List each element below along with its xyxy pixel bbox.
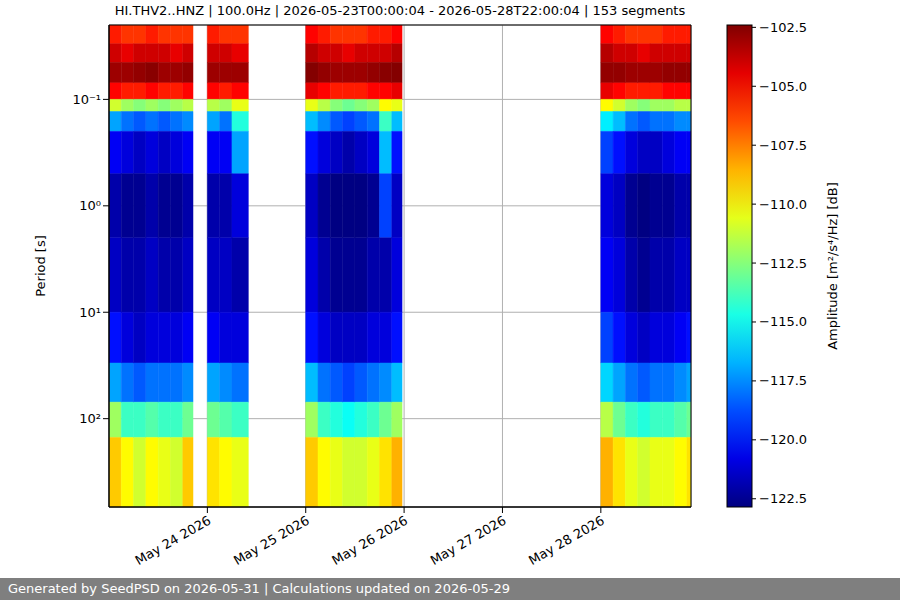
svg-text:−112.5: −112.5 [759, 256, 807, 271]
svg-text:Amplitude [m²/s⁴/Hz] [dB]: Amplitude [m²/s⁴/Hz] [dB] [825, 182, 840, 350]
svg-text:May 28 2026: May 28 2026 [526, 513, 607, 568]
svg-text:May 26 2026: May 26 2026 [329, 513, 410, 568]
svg-text:−122.5: −122.5 [759, 491, 807, 506]
svg-text:−110.0: −110.0 [759, 197, 807, 212]
svg-text:−102.5: −102.5 [759, 20, 807, 35]
svg-text:−117.5: −117.5 [759, 373, 807, 388]
svg-text:May 25 2026: May 25 2026 [231, 513, 312, 568]
svg-text:−115.0: −115.0 [759, 314, 807, 329]
svg-text:10⁰: 10⁰ [79, 198, 101, 213]
svg-text:Period [s]: Period [s] [33, 235, 48, 297]
svg-text:May 27 2026: May 27 2026 [428, 513, 509, 568]
html-text:Generated by SeedPSD on 2026-0: Generated by SeedPSD on 2026-05-31 | Cal… [8, 581, 510, 596]
svg-text:−105.0: −105.0 [759, 79, 807, 94]
svg-text:−120.0: −120.0 [759, 432, 807, 447]
svg-text:May 24 2026: May 24 2026 [133, 513, 214, 568]
svg-text:10⁻¹: 10⁻¹ [72, 92, 101, 107]
html-text:HI.THV2..HNZ | 100.0Hz | 2026-: HI.THV2..HNZ | 100.0Hz | 2026-05-23T00:0… [114, 3, 686, 18]
svg-text:10¹: 10¹ [79, 305, 101, 320]
svg-text:−107.5: −107.5 [759, 138, 807, 153]
svg-text:10²: 10² [79, 411, 101, 426]
